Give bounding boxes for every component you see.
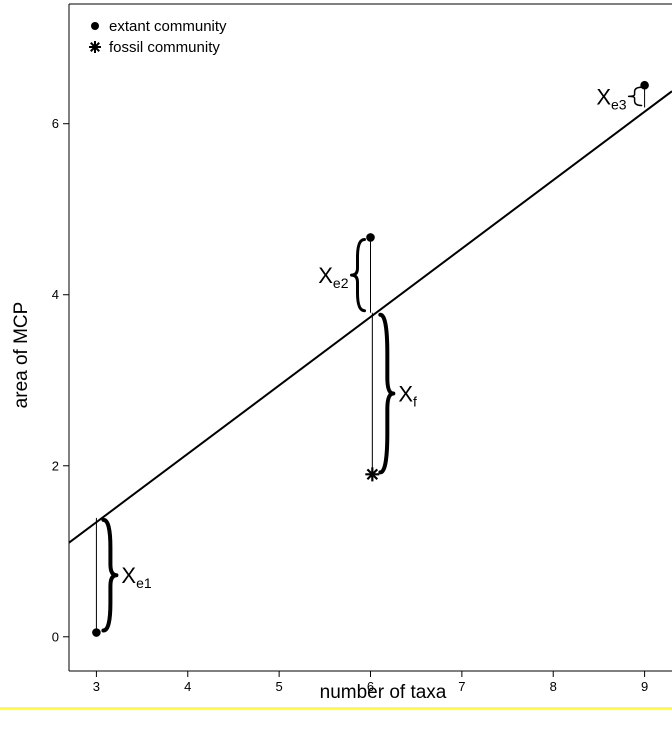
legend-dot-icon: [91, 22, 99, 30]
x-tick-label: 9: [641, 679, 648, 694]
residual-label-e2: Xe2: [318, 263, 348, 291]
annotation-layer: Xe1 Xe2 Xf Xe3: [96, 84, 644, 632]
brace-e1: [103, 520, 116, 631]
residual-label-e3: Xe3: [596, 84, 626, 112]
fossil-point: [365, 467, 379, 481]
x-tick-label: 7: [458, 679, 465, 694]
legend-label: fossil community: [109, 39, 220, 56]
x-axis-title: number of taxa: [320, 682, 447, 703]
x-tick-label: 3: [93, 679, 100, 694]
y-tick-label: 6: [52, 116, 59, 131]
plot-frame: [69, 4, 672, 671]
y-axis-title: area of MCP: [11, 302, 32, 409]
extant-point: [92, 628, 101, 637]
legend-star-icon: [89, 41, 101, 53]
extant-point: [640, 81, 649, 90]
y-tick-label: 4: [52, 287, 59, 302]
y-tick-label: 0: [52, 629, 59, 644]
points-layer: [92, 81, 649, 637]
residual-label-e1: Xe1: [121, 563, 151, 591]
brace-e2: [352, 239, 365, 310]
y-tick-label: 2: [52, 458, 59, 473]
residual-label-f: Xf: [398, 382, 417, 410]
legend: extant community fossil community: [89, 18, 227, 56]
brace-f: [380, 315, 393, 473]
x-tick-label: 4: [184, 679, 191, 694]
x-tick-label: 5: [276, 679, 283, 694]
legend-label: extant community: [109, 18, 227, 35]
extant-point: [366, 233, 375, 242]
x-tick-label: 8: [550, 679, 557, 694]
brace-e3: [629, 87, 642, 105]
bottom-highlight-strip: [0, 707, 672, 710]
